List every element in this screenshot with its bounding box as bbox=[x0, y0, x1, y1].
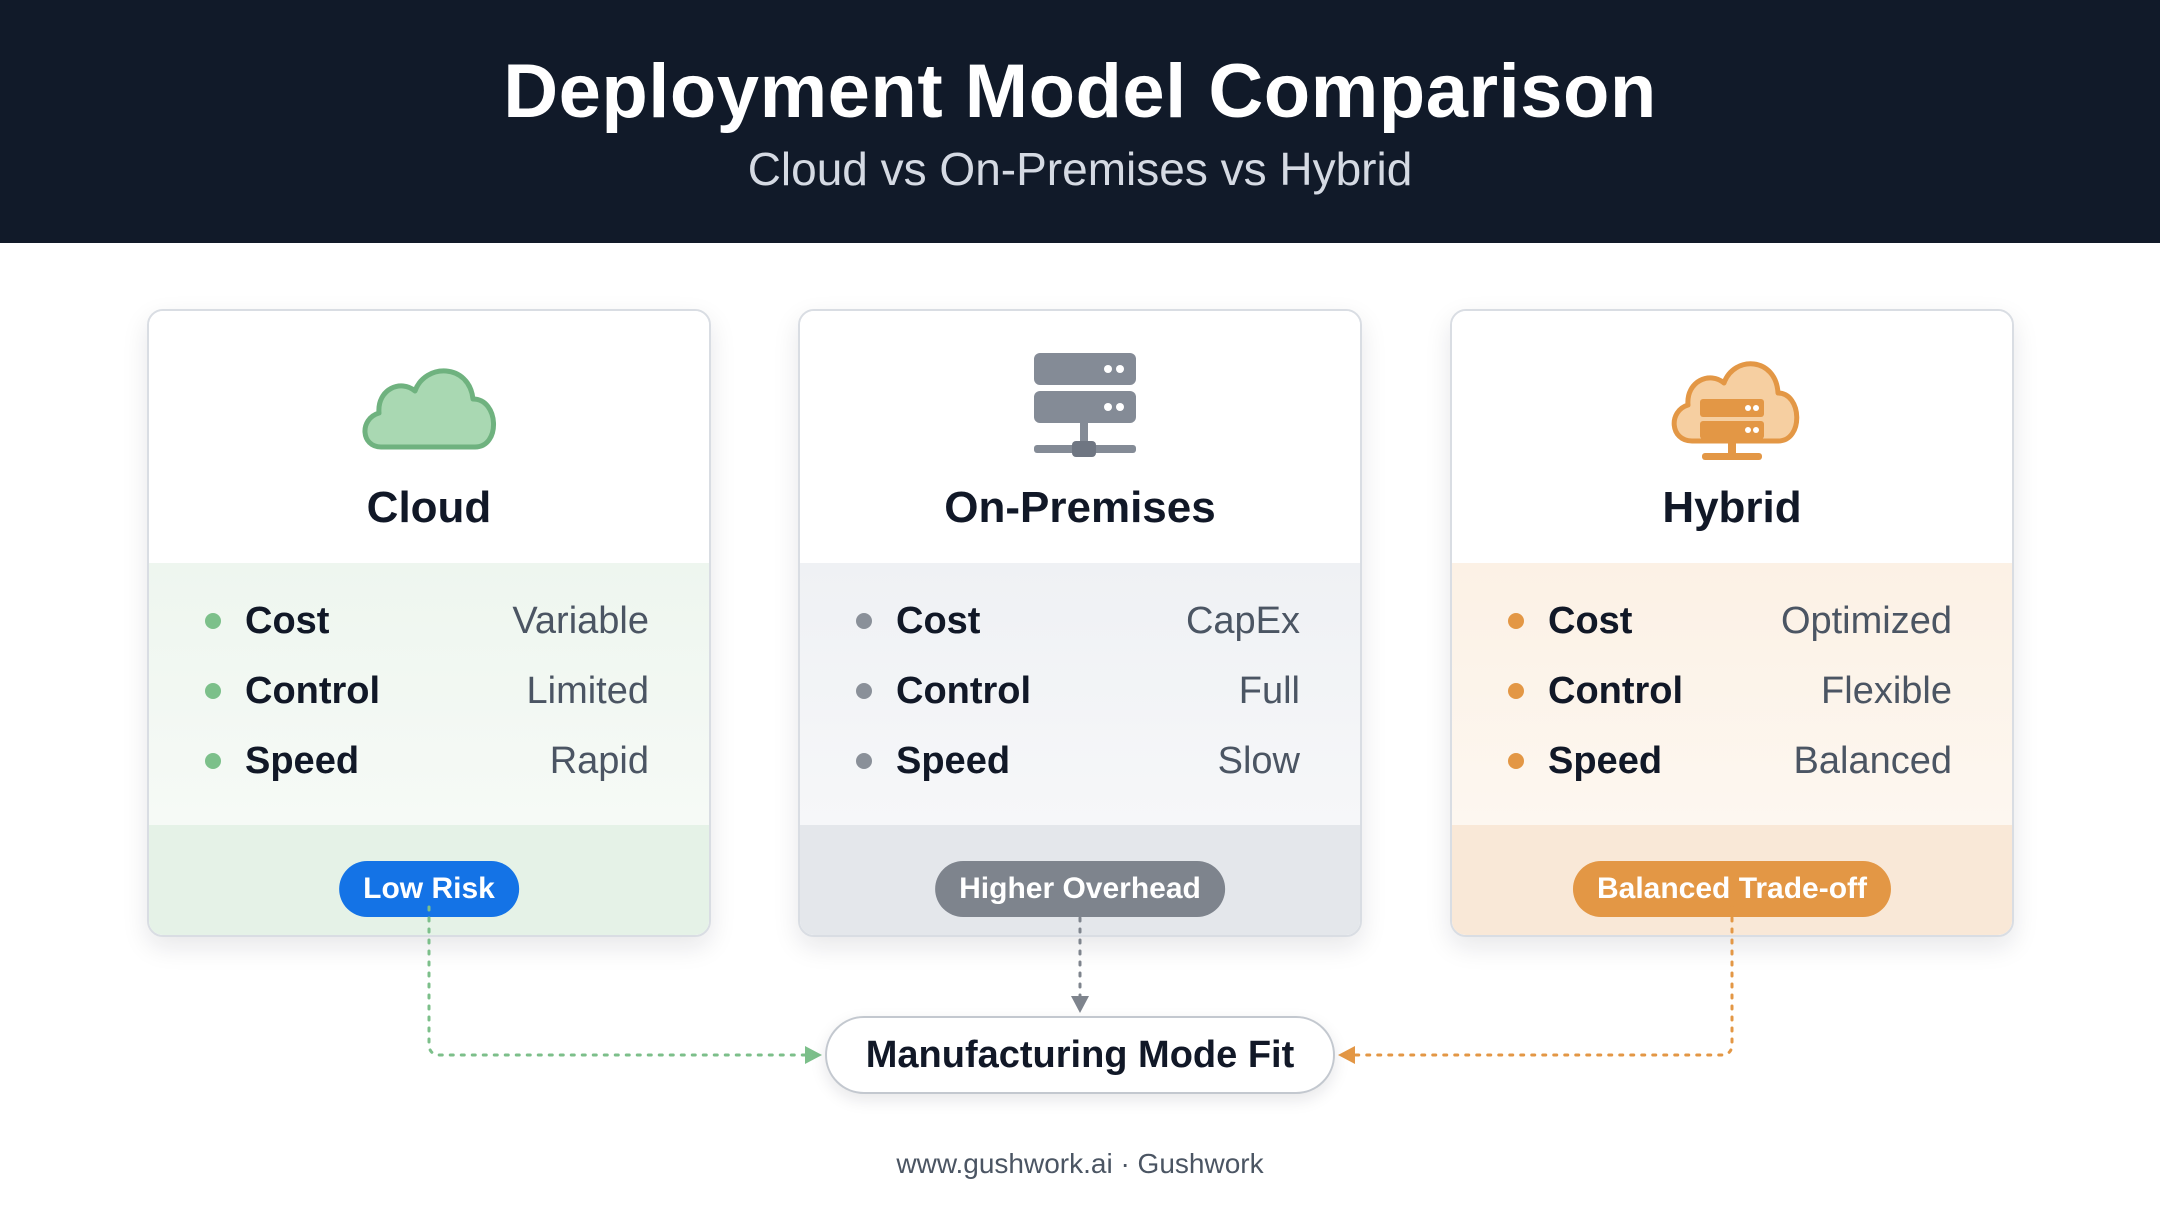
metrics-list: Cost Variable Control Limited Speed Rapi… bbox=[149, 563, 709, 825]
metric-row-cost: Cost CapEx bbox=[856, 596, 1300, 646]
card-footer: Low Risk bbox=[149, 825, 709, 935]
metric-label: Control bbox=[245, 669, 381, 712]
header-banner: Deployment Model Comparison Cloud vs On-… bbox=[0, 0, 2160, 243]
bullet-dot bbox=[856, 613, 872, 629]
metric-label: Speed bbox=[896, 739, 1011, 782]
bullet-dot bbox=[205, 753, 221, 769]
metric-value: Full bbox=[1238, 669, 1300, 712]
metric-row-control: Control Flexible bbox=[1508, 666, 1952, 716]
manufacturing-mode-fit-box: Manufacturing Mode Fit bbox=[825, 1016, 1335, 1094]
page-title: Deployment Model Comparison bbox=[503, 49, 1657, 134]
metric-row-control: Control Limited bbox=[205, 666, 649, 716]
risk-badge: Low Risk bbox=[339, 861, 519, 917]
metric-row-speed: Speed Balanced bbox=[1508, 736, 1952, 786]
metric-label: Control bbox=[1548, 669, 1684, 712]
metric-value: Slow bbox=[1217, 739, 1300, 782]
card-hybrid: Hybrid Cost Optimized Control Flexible S… bbox=[1450, 309, 2014, 937]
arrow-head-hybrid bbox=[1338, 1046, 1355, 1064]
bullet-dot bbox=[205, 613, 221, 629]
card-title: Hybrid bbox=[1662, 483, 1802, 532]
metric-value: CapEx bbox=[1185, 599, 1300, 642]
metric-value: Balanced bbox=[1793, 739, 1952, 782]
card-header: On-Premises bbox=[800, 311, 1360, 563]
bullet-dot bbox=[205, 683, 221, 699]
bullet-dot bbox=[856, 753, 872, 769]
server-rack-icon bbox=[800, 349, 1360, 469]
card-cloud: Cloud Cost Variable Control Limited Spee… bbox=[147, 309, 711, 937]
metric-row-speed: Speed Rapid bbox=[205, 736, 649, 786]
metric-value: Optimized bbox=[1780, 599, 1952, 642]
metric-value: Variable bbox=[512, 599, 649, 642]
metric-row-cost: Cost Variable bbox=[205, 596, 649, 646]
metrics-list: Cost Optimized Control Flexible Speed Ba… bbox=[1452, 563, 2012, 825]
arrow-head-on-premises bbox=[1071, 996, 1089, 1013]
cloud-icon bbox=[149, 349, 709, 469]
cloud-server-icon bbox=[1452, 349, 2012, 469]
connector-cloud bbox=[427, 905, 810, 1057]
metric-value: Limited bbox=[526, 669, 650, 712]
card-header: Cloud bbox=[149, 311, 709, 563]
card-on-premises: On-Premises Cost CapEx Control Full Spee… bbox=[798, 309, 1362, 937]
metric-row-cost: Cost Optimized bbox=[1508, 596, 1952, 646]
tradeoff-badge: Balanced Trade-off bbox=[1572, 861, 1892, 917]
metric-label: Speed bbox=[1548, 739, 1663, 782]
metrics-list: Cost CapEx Control Full Speed Slow bbox=[800, 563, 1360, 825]
metric-value: Flexible bbox=[1821, 669, 1952, 712]
metric-label: Control bbox=[896, 669, 1032, 712]
card-header: Hybrid bbox=[1452, 311, 2012, 563]
metric-row-speed: Speed Slow bbox=[856, 736, 1300, 786]
arrow-head-cloud bbox=[805, 1046, 822, 1064]
bullet-dot bbox=[1508, 683, 1524, 699]
card-title: Cloud bbox=[366, 483, 492, 532]
bullet-dot bbox=[856, 683, 872, 699]
card-title: On-Premises bbox=[944, 483, 1216, 532]
metric-label: Speed bbox=[245, 739, 360, 782]
metric-row-control: Control Full bbox=[856, 666, 1300, 716]
metric-value: Rapid bbox=[549, 739, 649, 782]
footer-credit: www.gushwork.ai · Gushwork bbox=[896, 1148, 1264, 1179]
metric-label: Cost bbox=[245, 599, 330, 642]
metric-label: Cost bbox=[896, 599, 981, 642]
page-subtitle: Cloud vs On-Premises vs Hybrid bbox=[747, 143, 1413, 195]
bullet-dot bbox=[1508, 613, 1524, 629]
bullet-dot bbox=[1508, 753, 1524, 769]
metric-label: Cost bbox=[1548, 599, 1633, 642]
connector-hybrid bbox=[1352, 905, 1734, 1057]
